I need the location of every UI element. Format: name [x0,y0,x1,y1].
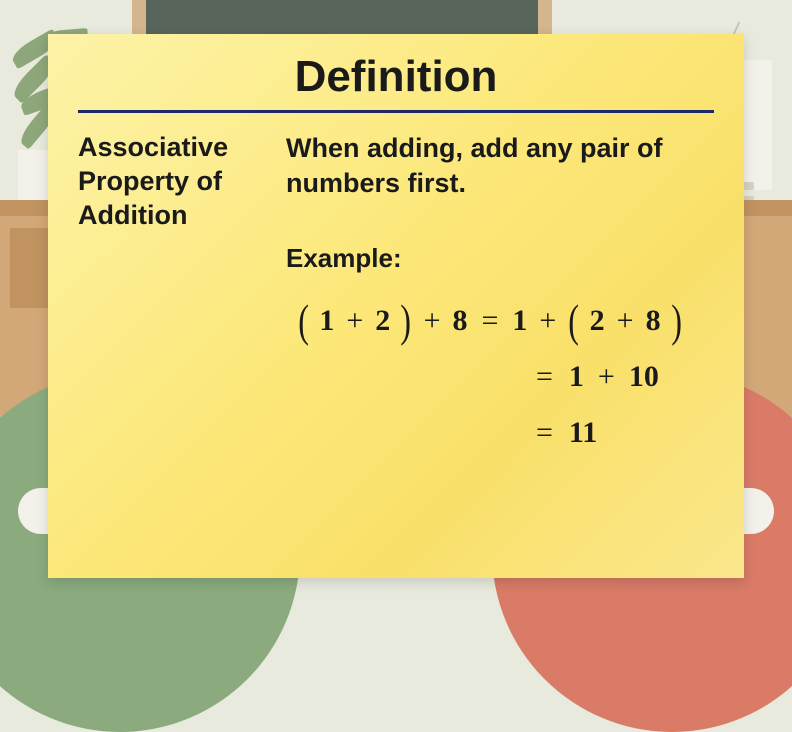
plus-sign: + [594,360,619,394]
math-line-2: = 1 + 10 [530,360,714,394]
definition-column: When adding, add any pair of numbers fir… [286,131,714,450]
term-name: Associative Property of Addition [78,131,258,450]
title-underline [78,110,714,113]
close-paren: ) [671,305,682,337]
math-num: 2 [588,304,607,338]
equals-sign: = [530,360,559,394]
math-num: 2 [373,304,392,338]
math-num: 1 [317,304,336,338]
math-line-3: = 11 [530,416,714,450]
plus-sign: + [613,304,638,338]
math-example: ( 1 + 2 ) + 8 = 1 + ( 2 + 8 ) = [286,304,714,450]
close-paren: ) [401,305,412,337]
math-line-1: ( 1 + 2 ) + 8 = 1 + ( 2 + 8 ) [296,304,714,338]
open-paren: ( [298,305,309,337]
plus-sign: + [420,304,445,338]
math-num: 8 [451,304,470,338]
math-num: 1 [510,304,529,338]
card-title: Definition [78,52,714,110]
plus-sign: + [535,304,560,338]
equals-sign: = [530,416,559,450]
plus-sign: + [342,304,367,338]
math-num: 8 [644,304,663,338]
open-paren: ( [569,305,580,337]
math-num: 1 [567,360,586,394]
example-label: Example: [286,243,714,274]
card-body: Associative Property of Addition When ad… [78,131,714,450]
definition-card: Definition Associative Property of Addit… [48,34,744,578]
equals-sign: = [476,304,505,338]
definition-text: When adding, add any pair of numbers fir… [286,131,714,201]
math-num: 10 [627,360,661,394]
math-result: 11 [567,416,599,450]
